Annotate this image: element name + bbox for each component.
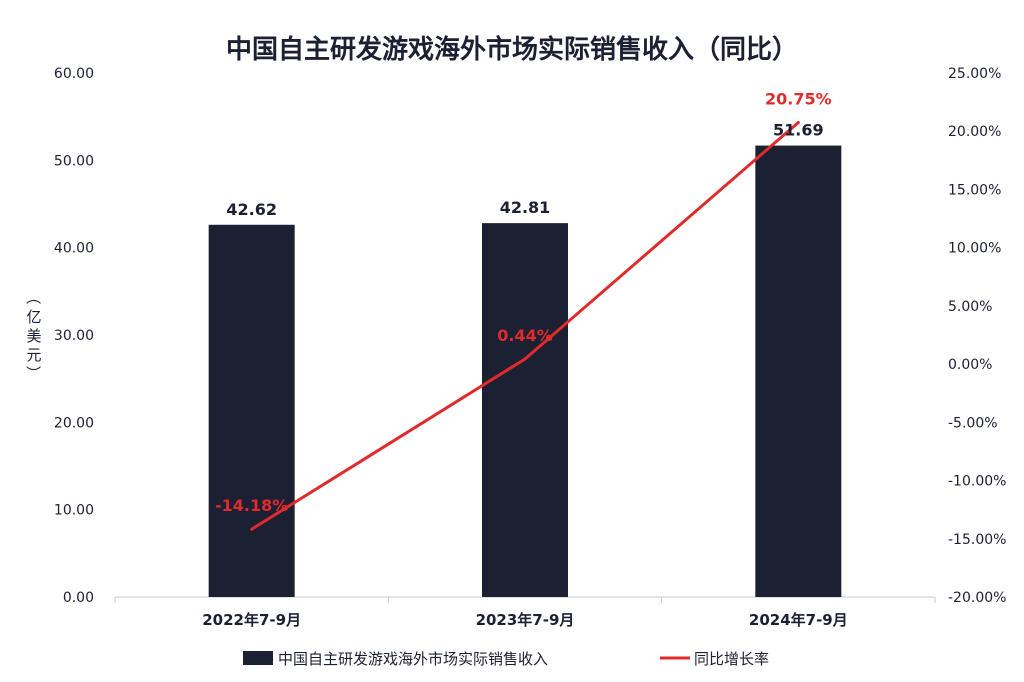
growth-value-label: 20.75%: [765, 89, 832, 108]
growth-value-label: 0.44%: [497, 326, 553, 345]
y-axis-label-group: （ 亿美元）: [24, 289, 42, 380]
bar: [482, 223, 568, 597]
x-tick-label: 2023年7-9月: [476, 611, 575, 629]
x-tick-label: 2022年7-9月: [202, 611, 301, 629]
y-axis-label-char: ）: [24, 365, 42, 380]
y-left-tick-label: 40.00: [54, 241, 94, 257]
bar-value-label: 42.81: [500, 198, 551, 217]
legend-line-label: 同比增长率: [694, 650, 769, 668]
chart-title: 中国自主研发游戏海外市场实际销售收入（同比）: [226, 34, 798, 65]
bars: [208, 145, 842, 597]
legend-bar-swatch: [243, 651, 273, 665]
y-axis-label-char: 亿: [26, 308, 41, 326]
y-right-tick-label: 15.00%: [948, 182, 1001, 198]
y-left-tick-label: 10.00: [54, 503, 94, 519]
bar-value-label: 42.62: [226, 200, 277, 219]
y-right-tick-label: -20.00%: [948, 590, 1006, 606]
axes: 0.00 10.00 20.00 30.00 40.00 50.00 60.00 -20.00…: [54, 66, 1007, 629]
y-axis-label-char: 美: [26, 327, 41, 345]
y-left-tick-label: 0.00: [63, 590, 94, 606]
data-labels: 42.62 42.81 51.69 -14.18% 0.44% 20.75%: [215, 89, 832, 515]
y-right-tick-label: 20.00%: [948, 124, 1001, 140]
y-right-tick-label: 0.00%: [948, 357, 992, 373]
y-right-tick-label: -5.00%: [948, 415, 998, 431]
growth-point: [796, 120, 800, 124]
growth-line: [250, 120, 800, 531]
growth-point: [250, 527, 254, 531]
y-right-tick-label: 10.00%: [948, 241, 1001, 257]
y-right-tick-label: 25.00%: [948, 66, 1001, 82]
y-left-tick-label: 60.00: [54, 66, 94, 82]
y-left-tick-label: 20.00: [54, 415, 94, 431]
legend: 中国自主研发游戏海外市场实际销售收入 同比增长率: [243, 650, 769, 668]
growth-value-label: -14.18%: [215, 496, 288, 515]
y-axis-label-char: 元: [26, 346, 41, 364]
y-left-tick-label: 50.00: [54, 153, 94, 169]
x-tick-label: 2024年7-9月: [749, 611, 848, 629]
growth-point: [523, 357, 527, 361]
y-left-tick-label: 30.00: [54, 328, 94, 344]
y-axis-label-char: （: [24, 289, 42, 304]
y-right-tick-label: 5.00%: [948, 299, 992, 315]
y-right-tick-label: -15.00%: [948, 532, 1006, 548]
bar-value-label: 51.69: [773, 121, 824, 140]
legend-bar-label: 中国自主研发游戏海外市场实际销售收入: [278, 650, 548, 668]
bar: [755, 145, 842, 597]
y-right-tick-label: -10.00%: [948, 474, 1006, 490]
bar: [208, 224, 295, 597]
